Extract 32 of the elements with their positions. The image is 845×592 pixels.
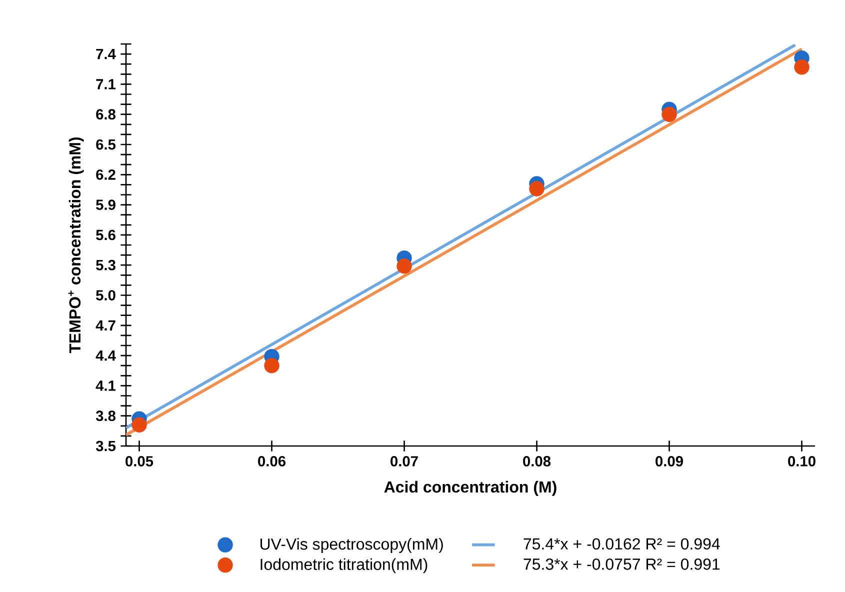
y-tick-label: 7.1	[96, 79, 116, 90]
x-tick-label: 0.07	[390, 456, 418, 466]
x-tick-label: 0.08	[523, 456, 551, 466]
y-tick-label: 5.0	[96, 290, 116, 300]
y-tick-label: 6.2	[96, 169, 116, 180]
legend-label: UV-Vis spectroscopy(mM)	[260, 538, 443, 553]
x-axis-title: Acid concentration (M)	[384, 480, 556, 496]
x-tick-label: 0.05	[126, 456, 154, 466]
y-tick-label: 6.8	[96, 109, 116, 120]
x-tick-label: 0.10	[788, 456, 816, 466]
y-tick-label: 5.3	[96, 260, 116, 270]
y-tick-label: 4.4	[96, 350, 116, 361]
legend-label: 75.3*x + -0.0757 R² = 0.991	[524, 558, 720, 570]
y-tick-label: 3.5	[96, 440, 116, 452]
x-tick-label: 0.09	[656, 456, 683, 466]
point	[132, 417, 147, 432]
point	[529, 181, 544, 196]
y-tick-label: 4.7	[96, 320, 116, 330]
y-tick-label: 7.4	[96, 49, 116, 60]
point	[264, 358, 280, 374]
y-axis-title: TEMPO$^{+}$ concentration (mM)	[68, 137, 84, 354]
point	[662, 106, 677, 122]
y-tick-label: 6.5	[96, 139, 116, 150]
y-tick-label: 5.9	[96, 200, 116, 210]
y-tick-label: 3.8	[96, 410, 116, 422]
point	[396, 258, 412, 274]
y-tick-label: 4.1	[96, 380, 116, 391]
point	[794, 60, 810, 75]
x-tick-label: 0.06	[258, 456, 286, 466]
y-tick-label: 5.6	[96, 230, 116, 240]
legend-label: Iodometric titration(mM)	[260, 558, 428, 574]
legend-label: 75.4*x + -0.0162 R² = 0.994	[524, 538, 720, 550]
